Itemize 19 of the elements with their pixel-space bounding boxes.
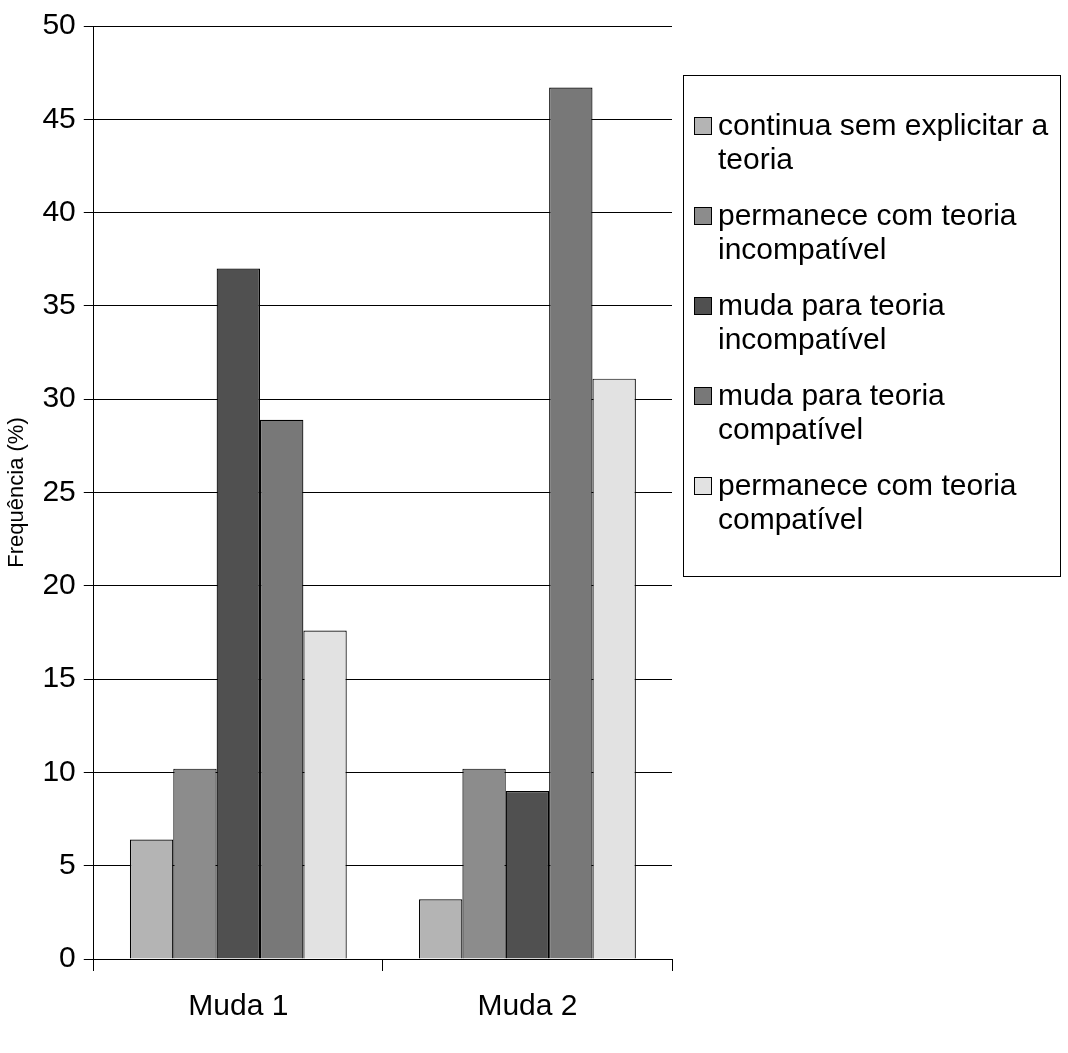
y-axis-title: Frequência (%) xyxy=(3,417,29,568)
legend-label: muda para teoria compatível xyxy=(718,378,946,446)
x-tick-label: Muda 1 xyxy=(188,988,289,1022)
y-tick-label: 50 xyxy=(42,7,76,41)
y-tick-label: 0 xyxy=(59,940,76,974)
legend-label: muda para teoria incompatível xyxy=(718,288,946,356)
x-tick-label: Muda 2 xyxy=(477,988,578,1022)
y-tick-label: 10 xyxy=(42,753,76,787)
legend-label: continua sem explicitar a teoria xyxy=(718,108,1050,176)
y-tick-label: 40 xyxy=(42,193,76,227)
legend-label: permanece com teoria incompatível xyxy=(718,198,1018,266)
y-tick-label: 20 xyxy=(42,567,76,601)
y-tick-label: 25 xyxy=(42,473,76,507)
y-tick-label: 15 xyxy=(42,660,76,694)
legend-label: permanece com teoria compatível xyxy=(718,468,1018,536)
y-tick-label: 35 xyxy=(42,287,76,321)
y-tick-label: 30 xyxy=(42,380,76,414)
y-tick-label: 5 xyxy=(59,846,76,880)
y-tick-label: 45 xyxy=(42,100,76,134)
